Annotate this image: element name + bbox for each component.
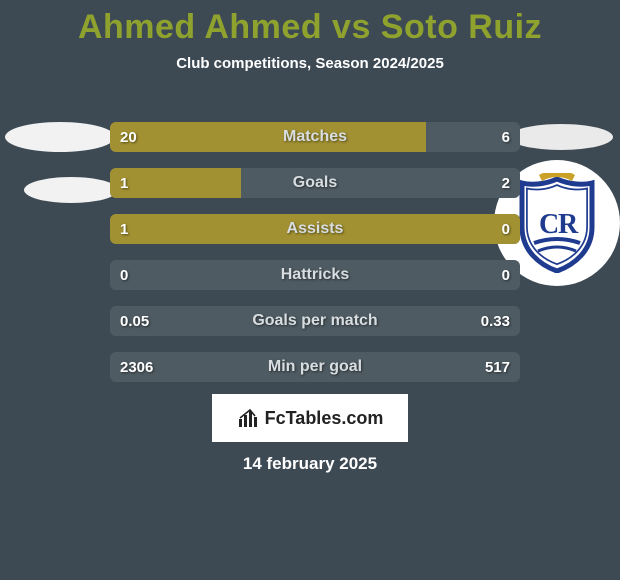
club-crest-icon: C R <box>514 173 600 273</box>
stat-bars: 20Matches61Goals21Assists00Hattricks00.0… <box>110 122 520 398</box>
stat-row: 1Assists0 <box>110 214 520 244</box>
stat-right-value: 2 <box>492 168 520 198</box>
svg-text:C: C <box>539 209 559 240</box>
stat-row: 1Goals2 <box>110 168 520 198</box>
stat-row: 0.05Goals per match0.33 <box>110 306 520 336</box>
stat-right-value: 0.33 <box>471 306 520 336</box>
stat-right-value: 6 <box>492 122 520 152</box>
player-right-oval <box>509 124 613 150</box>
svg-text:R: R <box>558 209 579 240</box>
comparison-card: Ahmed Ahmed vs Soto Ruiz Club competitio… <box>0 0 620 580</box>
page-subtitle: Club competitions, Season 2024/2025 <box>0 55 620 72</box>
stat-label: Matches <box>110 122 520 152</box>
stat-right-value: 0 <box>492 214 520 244</box>
stat-label: Assists <box>110 214 520 244</box>
watermark-text: FcTables.com <box>265 408 384 429</box>
stat-label: Min per goal <box>110 352 520 382</box>
stat-label: Goals per match <box>110 306 520 336</box>
player-left-oval-2 <box>24 177 118 203</box>
stat-right-value: 0 <box>492 260 520 290</box>
player-left-oval-1 <box>5 122 115 152</box>
stat-row: 2306Min per goal517 <box>110 352 520 382</box>
stat-row: 20Matches6 <box>110 122 520 152</box>
page-title: Ahmed Ahmed vs Soto Ruiz <box>0 0 620 47</box>
stat-label: Hattricks <box>110 260 520 290</box>
date-text: 14 february 2025 <box>0 454 620 474</box>
fctables-logo-icon <box>237 407 259 429</box>
stat-row: 0Hattricks0 <box>110 260 520 290</box>
stat-label: Goals <box>110 168 520 198</box>
stat-right-value: 517 <box>475 352 520 382</box>
watermark: FcTables.com <box>212 394 408 442</box>
